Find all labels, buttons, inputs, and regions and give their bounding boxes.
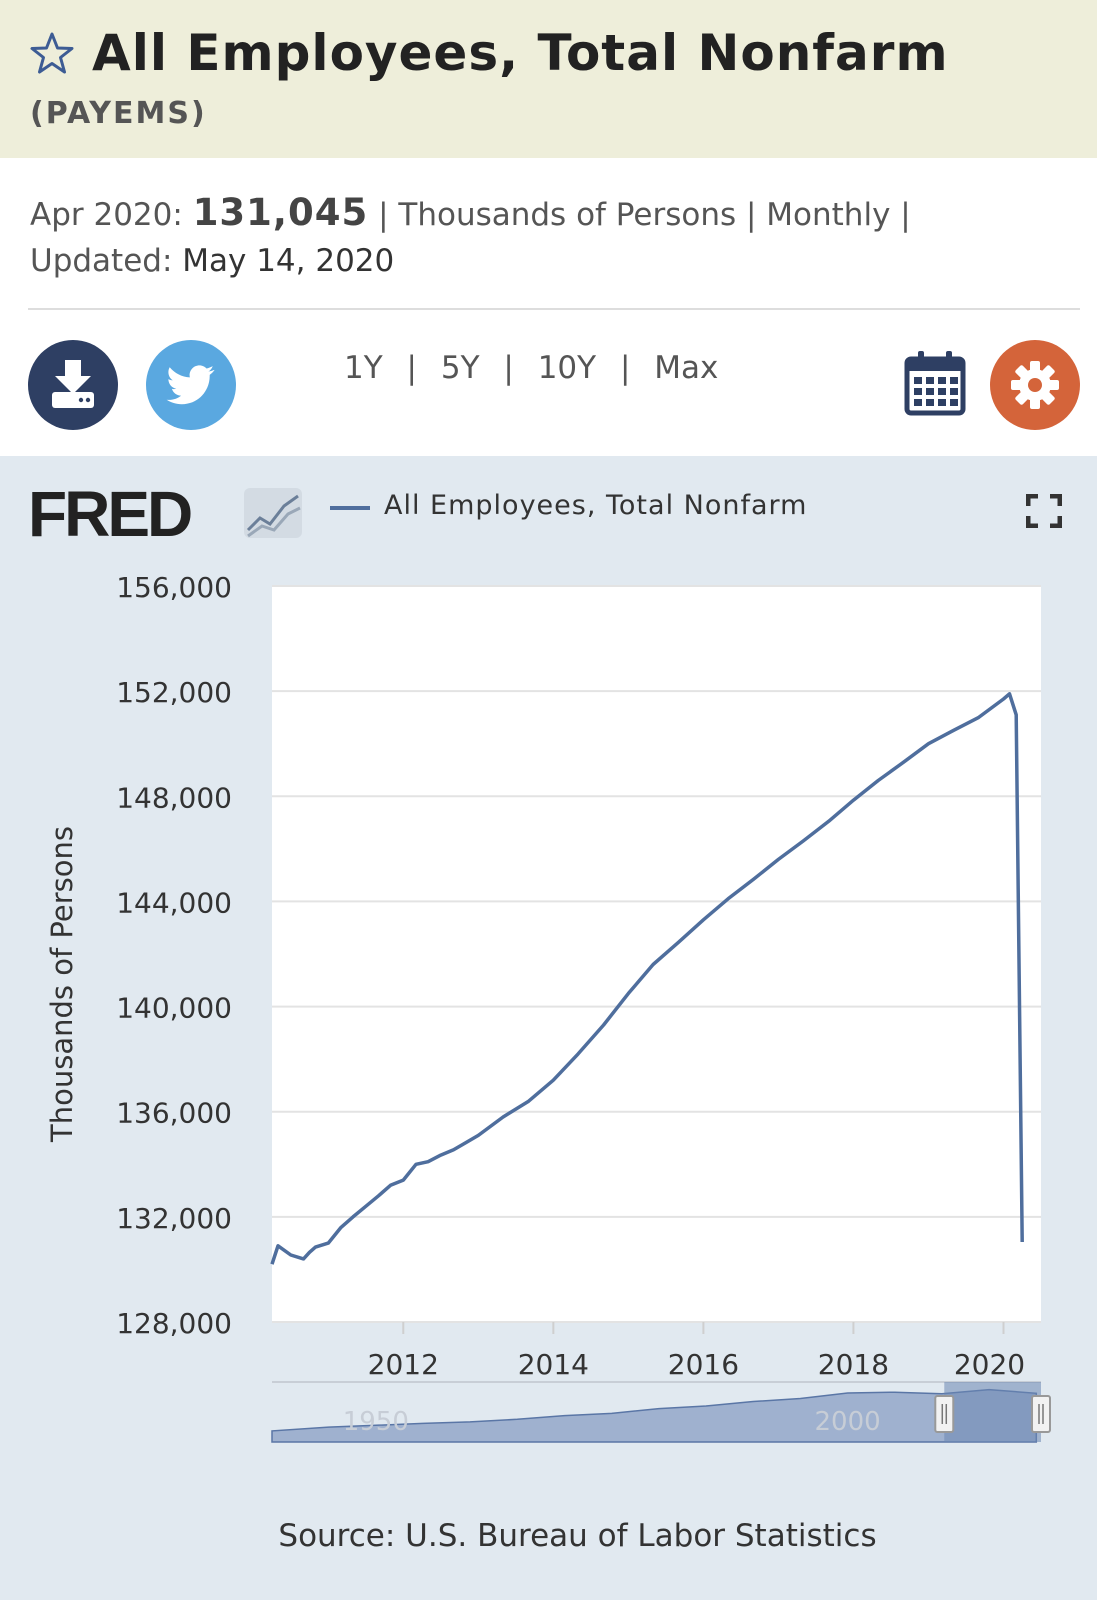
range-5y-button[interactable]: 5Y	[440, 350, 480, 386]
page-title: All Employees, Total Nonfarm	[92, 24, 949, 82]
range-separator: |	[503, 350, 514, 386]
gear-icon	[1011, 361, 1059, 409]
range-1y-button[interactable]: 1Y	[344, 350, 383, 386]
x-tick-label: 2020	[954, 1348, 1025, 1381]
navigator-selection[interactable]	[944, 1382, 1041, 1442]
y-tick-label: 132,000	[116, 1202, 232, 1235]
plot-area	[272, 586, 1041, 1322]
source-note: Source: U.S. Bureau of Labor Statistics	[278, 1518, 877, 1554]
units-label: Thousands of Persons	[398, 197, 737, 233]
download-button[interactable]	[28, 340, 118, 430]
navigator-label: 2000	[814, 1407, 880, 1437]
line-chart[interactable]: 128,000 132,000 136,000 140,000 144,000 148,0…	[0, 560, 1097, 1500]
observation-value: 131,045	[192, 191, 369, 234]
fred-logo[interactable]: FRED	[28, 484, 308, 544]
divider	[28, 308, 1080, 310]
fullscreen-icon[interactable]	[1026, 494, 1062, 528]
series-meta: Apr 2020: 131,045 | Thousands of Persons…	[30, 190, 911, 284]
x-tick-label: 2014	[518, 1348, 589, 1381]
series-line[interactable]	[270, 692, 1024, 1265]
series-id: (PAYEMS)	[30, 96, 207, 131]
settings-button[interactable]	[990, 340, 1080, 430]
meta-separator: |	[745, 197, 757, 233]
y-axis-title: Thousands of Persons	[45, 826, 79, 1143]
range-separator: |	[619, 350, 631, 386]
observation-date: Apr 2020:	[30, 197, 183, 233]
star-icon[interactable]	[28, 30, 76, 78]
range-max-button[interactable]: Max	[654, 350, 719, 386]
frequency-label: Monthly	[766, 197, 891, 233]
download-icon	[52, 360, 94, 408]
y-tick-label: 148,000	[116, 781, 232, 814]
y-tick-label: 140,000	[116, 992, 232, 1025]
meta-separator: |	[378, 197, 389, 233]
range-10y-button[interactable]: 10Y	[537, 350, 597, 386]
x-tick-label: 2016	[668, 1348, 739, 1381]
x-tick-label: 2018	[818, 1348, 889, 1381]
meta-separator: |	[900, 197, 911, 233]
title-band: All Employees, Total Nonfarm (PAYEMS)	[0, 0, 1097, 158]
calendar-icon[interactable]	[904, 350, 966, 416]
updated-date: May 14, 2020	[182, 243, 395, 279]
range-separator: |	[406, 350, 417, 386]
y-tick-label: 152,000	[116, 676, 232, 709]
fred-chart-icon	[244, 488, 302, 538]
y-tick-label: 128,000	[116, 1307, 232, 1340]
y-tick-label: 144,000	[116, 886, 232, 919]
navigator-label: 1950	[343, 1407, 409, 1437]
fred-logo-text: FRED	[28, 484, 191, 544]
range-selector: 1Y | 5Y | 10Y | Max	[344, 350, 718, 386]
twitter-share-button[interactable]	[146, 340, 236, 430]
y-tick-label: 136,000	[116, 1097, 232, 1130]
legend-label: All Employees, Total Nonfarm	[384, 490, 808, 521]
updated-label: Updated:	[30, 243, 173, 279]
navigator-handle-left[interactable]	[934, 1395, 955, 1433]
twitter-icon	[166, 365, 215, 405]
legend-swatch	[330, 506, 370, 510]
x-tick-label: 2012	[368, 1348, 439, 1381]
navigator-handle-right[interactable]	[1031, 1395, 1051, 1433]
y-tick-label: 156,000	[116, 571, 232, 604]
